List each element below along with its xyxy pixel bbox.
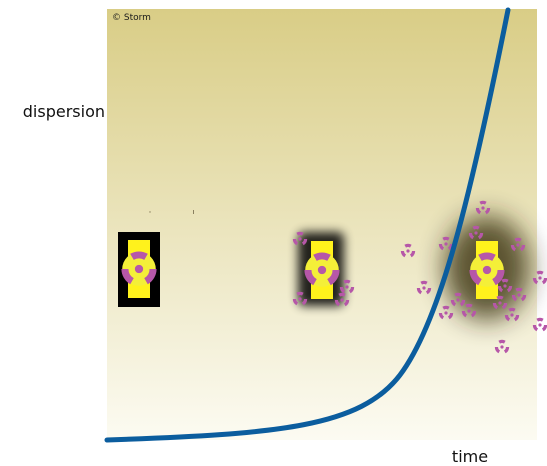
stage-contained xyxy=(118,232,160,307)
x-axis-label: time xyxy=(452,447,488,466)
copyright-text: © Storm xyxy=(112,13,151,23)
speck-mark xyxy=(193,210,194,214)
speck-mark xyxy=(149,211,151,213)
stage-leaking xyxy=(291,231,356,307)
dispersion-curve xyxy=(104,7,511,443)
y-axis-label: dispersion xyxy=(23,102,105,121)
stage-dispersed xyxy=(399,200,547,354)
